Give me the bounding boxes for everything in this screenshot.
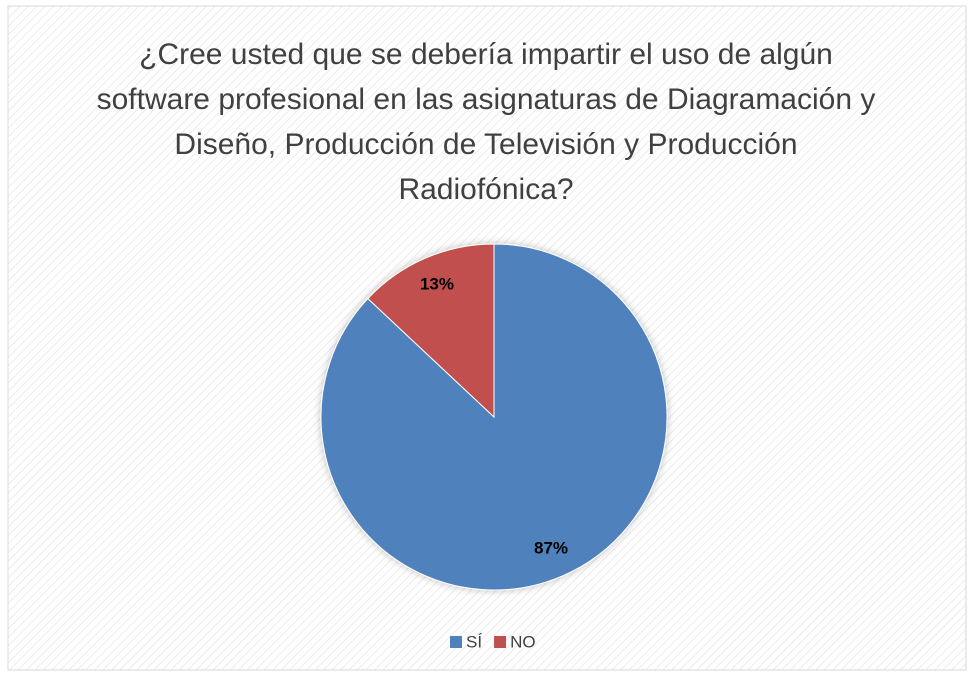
chart-title: ¿Cree usted que se debería impartir el u… <box>96 38 876 206</box>
pie-slice <box>367 243 495 419</box>
pie <box>320 243 668 591</box>
data-label: 87% <box>534 538 568 557</box>
legend-swatch <box>494 636 507 648</box>
data-label: 13% <box>420 275 454 294</box>
legend-swatch <box>450 636 462 648</box>
legend-label: SÍ <box>466 632 482 651</box>
legend-label: NO <box>510 632 536 651</box>
